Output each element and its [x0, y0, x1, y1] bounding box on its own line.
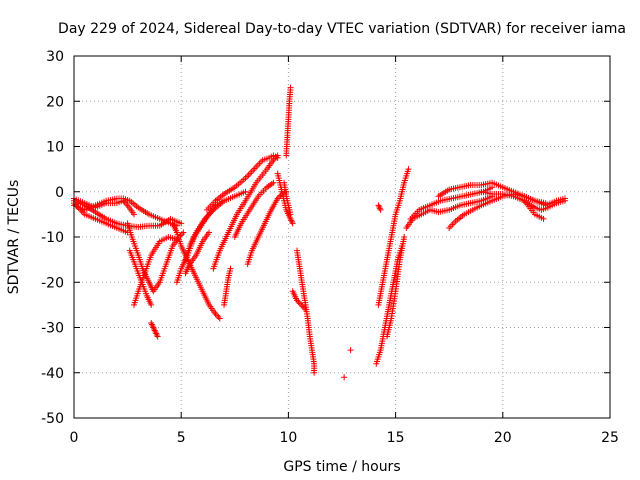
data-point	[401, 234, 408, 240]
series-arc-23	[341, 374, 348, 381]
series-arc-07	[126, 247, 155, 308]
y-tick-label: -10	[41, 230, 64, 246]
series-arc-32	[435, 179, 568, 209]
grid	[74, 56, 610, 418]
series-arc-34	[521, 197, 547, 222]
x-tick-label: 15	[387, 430, 405, 446]
data-point	[341, 374, 348, 381]
y-tick-label: -50	[41, 411, 64, 427]
data-point	[270, 179, 277, 186]
chart-title: Day 229 of 2024, Sidereal Day-to-day VTE…	[58, 21, 626, 37]
series-arc-14	[221, 265, 234, 308]
data-point	[178, 220, 185, 227]
data-point	[154, 333, 161, 340]
series-arc-12	[182, 229, 213, 277]
y-tick-label: -20	[41, 275, 64, 291]
series-arc-28	[384, 234, 408, 340]
data-point	[561, 197, 568, 204]
data-point	[148, 301, 155, 308]
data-point	[131, 211, 138, 218]
data-point	[287, 84, 294, 91]
x-tick-label: 10	[279, 430, 297, 446]
series-arc-16	[203, 152, 281, 213]
data-point	[287, 211, 294, 218]
series-arc-22	[289, 288, 309, 313]
series-arc-19	[281, 179, 294, 218]
data-point	[242, 188, 249, 195]
data-point	[289, 220, 296, 227]
y-tick-label: -30	[41, 321, 64, 337]
x-tick-label: 25	[601, 430, 619, 446]
y-tick-label: 30	[46, 49, 64, 65]
data-point	[311, 369, 318, 376]
series-arc-15	[231, 179, 277, 240]
data-point	[302, 306, 309, 313]
data-point	[206, 229, 213, 236]
x-axis-title: GPS time / hours	[283, 459, 400, 475]
y-tick-label: -40	[41, 366, 64, 382]
x-tick-label: 5	[177, 430, 186, 446]
data-point	[216, 315, 223, 322]
axis-ticks: 0 5 10 15 20 25 30 20 10 0 -10 -20 -30 -40 -50	[41, 49, 619, 446]
series-arc-11	[182, 188, 249, 263]
series-arc-08	[148, 319, 161, 340]
data-point	[227, 265, 234, 272]
series-arc-27	[375, 166, 412, 308]
x-tick-label: 0	[70, 430, 79, 446]
series-arc-24	[347, 347, 354, 354]
y-tick-label: 10	[46, 140, 64, 156]
x-tick-label: 20	[494, 430, 512, 446]
data-point	[405, 166, 412, 173]
series-arc-20	[283, 84, 294, 159]
series-arc-26	[375, 202, 384, 213]
data-point	[377, 206, 384, 213]
series-arc-17	[244, 188, 290, 268]
data-point	[180, 229, 187, 236]
data-point	[274, 154, 281, 161]
series-arc-09	[169, 220, 223, 322]
y-tick-label: 0	[55, 185, 64, 201]
y-axis-title: SDTVAR / TECUs	[6, 180, 22, 295]
series-arc-13	[210, 152, 281, 272]
data-point	[347, 347, 354, 354]
y-tick-label: 20	[46, 94, 64, 110]
data-points	[71, 84, 568, 381]
data-point	[540, 215, 547, 222]
